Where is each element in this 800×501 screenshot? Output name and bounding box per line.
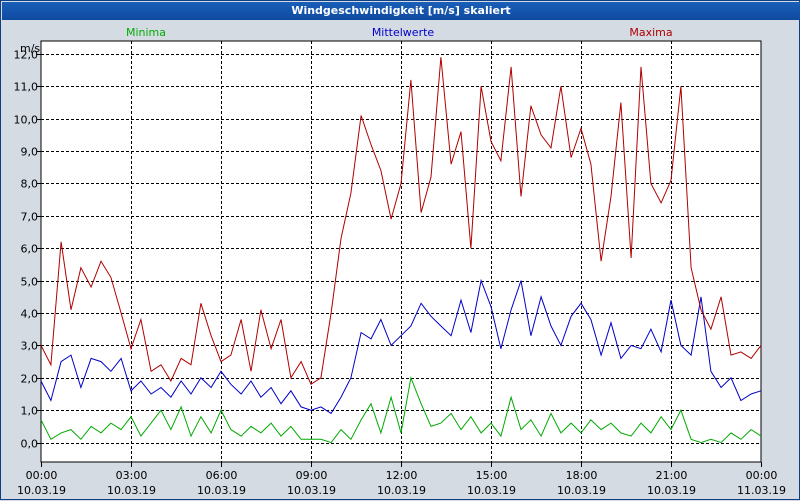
series-minima-line (40, 375, 762, 444)
x-tick-date: 10.03.19 (557, 484, 606, 497)
x-tick-time: 09:00 (296, 469, 328, 482)
series-maxima-line (40, 57, 762, 386)
x-tick-time: 06:00 (206, 469, 238, 482)
x-tick-date: 10.03.19 (197, 484, 246, 497)
y-tick-label: 10,0 (14, 114, 39, 127)
legend-minima: Minima (126, 26, 166, 39)
y-tick-label: 12,0 (14, 49, 39, 62)
x-tick-time: 21:00 (656, 469, 688, 482)
x-tick-date: 10.03.19 (17, 484, 66, 497)
x-tick-time: 00:00 (746, 469, 778, 482)
y-tick-label: 11,0 (14, 81, 39, 94)
y-tick-label: 8,0 (21, 178, 39, 191)
y-tick-label: 4,0 (21, 308, 39, 321)
legend-maxima: Maxima (629, 26, 672, 39)
x-tick-date: 10.03.19 (647, 484, 696, 497)
y-tick-label: 0,0 (21, 438, 39, 451)
legend-mittelwerte: Mittelwerte (372, 26, 435, 39)
x-tick-date: 10.03.19 (107, 484, 156, 497)
x-tick-date: 10.03.19 (287, 484, 336, 497)
chart-title: Windgeschwindigkeit [m/s] skaliert (2, 2, 800, 20)
y-tick-label: 3,0 (21, 340, 39, 353)
y-tick-label: 2,0 (21, 373, 39, 386)
y-tick-label: 7,0 (21, 211, 39, 224)
y-tick-label: 9,0 (21, 146, 39, 159)
x-tick-time: 03:00 (116, 469, 148, 482)
y-tick-label: 5,0 (21, 276, 39, 289)
y-tick-label: 6,0 (21, 243, 39, 256)
x-tick-time: 12:00 (386, 469, 418, 482)
y-axis-label: m/s (20, 42, 40, 55)
series-mittelwerte-line (40, 278, 762, 415)
x-tick-time: 00:00 (26, 469, 58, 482)
y-tick-label: 1,0 (21, 405, 39, 418)
x-tick-time: 18:00 (566, 469, 598, 482)
x-tick-time: 15:00 (476, 469, 508, 482)
x-tick-date: 11.03.19 (737, 484, 786, 497)
x-tick-date: 10.03.19 (467, 484, 516, 497)
x-tick-date: 10.03.19 (377, 484, 426, 497)
